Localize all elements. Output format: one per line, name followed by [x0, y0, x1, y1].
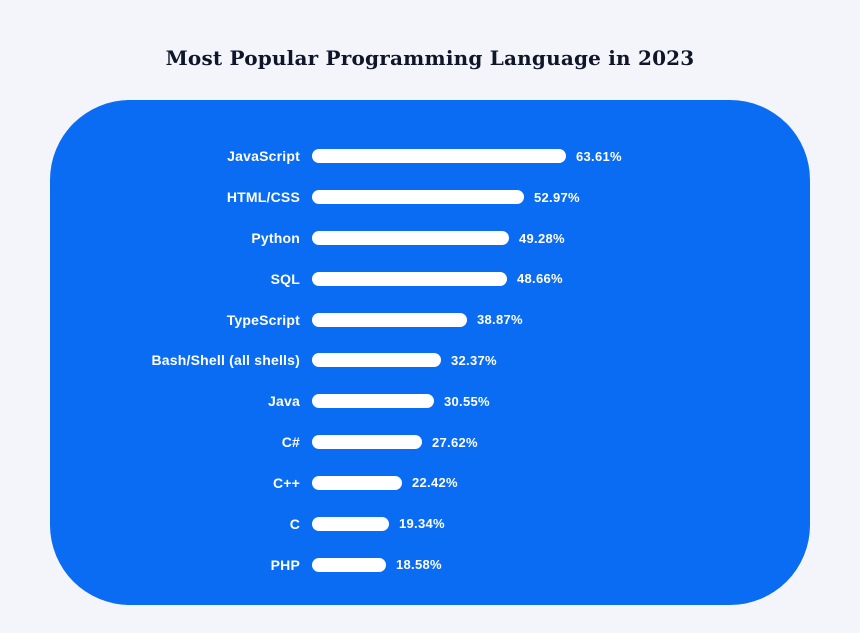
bar [312, 312, 467, 327]
page-title: Most Popular Programming Language in 202… [165, 46, 695, 70]
bar-track: 30.55% [312, 394, 490, 409]
bar-row: TypeScript 38.87% [50, 299, 810, 340]
bar [312, 353, 441, 368]
bar-value-label: 49.28% [519, 230, 565, 246]
bar-track: 49.28% [312, 231, 565, 246]
bar [312, 557, 386, 572]
bar-value-label: 52.97% [534, 189, 580, 205]
bar-category-label: C [289, 515, 300, 532]
bar [312, 231, 509, 246]
bar-value-label: 27.62% [432, 434, 478, 450]
bar [312, 435, 422, 450]
bar-category-label: C++ [272, 474, 300, 491]
bar-row: PHP 18.58% [50, 544, 810, 585]
bar-value-label: 30.55% [444, 393, 490, 409]
bar [312, 149, 566, 164]
bar-row: SQL 48.66% [50, 258, 810, 299]
bar-row: C# 27.62% [50, 422, 810, 463]
chart-panel: JavaScript 63.61% HTML/CSS 52.97% Python 49.2… [50, 100, 810, 605]
bar-row: Java 30.55% [50, 381, 810, 422]
bar-category-label: HTML/CSS [226, 189, 300, 206]
bar-track: 19.34% [312, 516, 445, 531]
bar [312, 271, 507, 286]
bar-track: 27.62% [312, 435, 478, 450]
bar-row: C 19.34% [50, 503, 810, 544]
bar-value-label: 48.66% [517, 271, 563, 287]
bar-value-label: 22.42% [412, 475, 458, 491]
bar-track: 22.42% [312, 475, 458, 490]
bar [312, 190, 524, 205]
bar-value-label: 32.37% [451, 352, 497, 368]
bar-row: C++ 22.42% [50, 463, 810, 504]
bar-track: 18.58% [312, 557, 442, 572]
bar [312, 516, 389, 531]
bar-category-label: Python [251, 230, 300, 247]
bar [312, 394, 434, 409]
bar-track: 48.66% [312, 271, 563, 286]
bar-value-label: 63.61% [576, 148, 622, 164]
bar-category-label: Bash/Shell (all shells) [151, 352, 300, 369]
bar-track: 52.97% [312, 190, 580, 205]
bar-row: Python 49.28% [50, 218, 810, 259]
bar-category-label: Java [268, 393, 300, 410]
bar-category-label: SQL [270, 270, 300, 287]
bar [312, 475, 402, 490]
bar-value-label: 19.34% [399, 516, 445, 532]
bar-category-label: TypeScript [226, 311, 300, 328]
bar-category-label: C# [281, 434, 300, 451]
bar-value-label: 18.58% [396, 557, 442, 573]
bar-track: 32.37% [312, 353, 497, 368]
bar-row: HTML/CSS 52.97% [50, 177, 810, 218]
bar-row: Bash/Shell (all shells) 32.37% [50, 340, 810, 381]
bar-track: 63.61% [312, 149, 622, 164]
bar-category-label: JavaScript [227, 148, 300, 165]
bar-value-label: 38.87% [477, 312, 523, 328]
bar-row: JavaScript 63.61% [50, 136, 810, 177]
bar-category-label: PHP [270, 556, 300, 573]
bar-track: 38.87% [312, 312, 523, 327]
